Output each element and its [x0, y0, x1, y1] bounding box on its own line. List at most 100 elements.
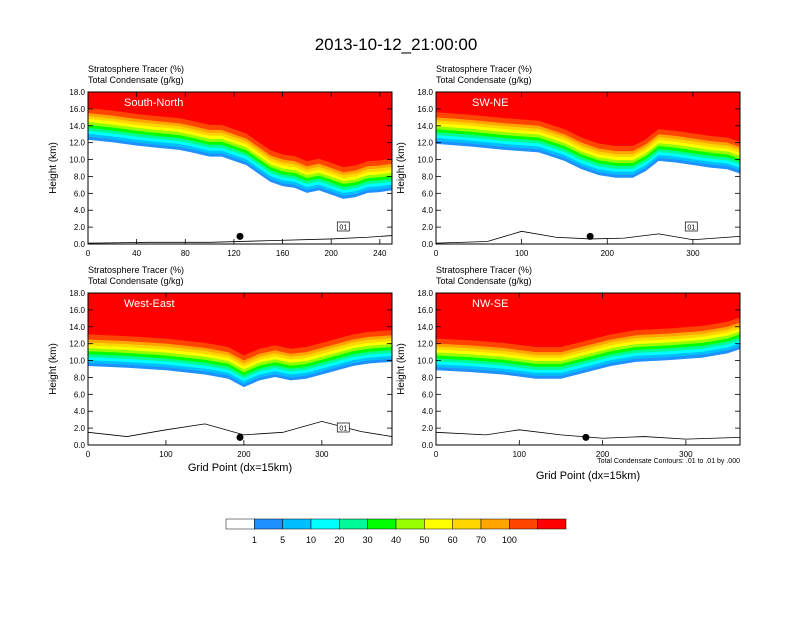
- colorbar-swatch: [225, 518, 255, 530]
- panel-label: SW-NE: [472, 97, 508, 109]
- legend-line: Total Condensate (g/kg): [88, 276, 184, 286]
- colorbar-label: 50: [419, 535, 429, 545]
- y-tick-label: 6.0: [422, 390, 434, 399]
- plot-frame: [435, 91, 741, 245]
- x-tick-label: 200: [325, 249, 339, 258]
- x-tick-label: 0: [86, 450, 91, 459]
- y-tick-label: 18.0: [69, 88, 85, 97]
- y-tick-label: 4.0: [422, 206, 434, 215]
- y-tick-label: 2.0: [74, 424, 86, 433]
- y-tick-label: 0.0: [422, 240, 434, 249]
- colorbar-label: 30: [363, 535, 373, 545]
- plot-area: [436, 293, 740, 445]
- contour-label-box: [336, 221, 350, 232]
- legend-line: Stratosphere Tracer (%): [436, 265, 532, 275]
- colorbar-swatch: [395, 518, 425, 530]
- x-tick-label: 0: [86, 249, 91, 258]
- panel-label: West-East: [124, 298, 175, 310]
- y-tick-label: 8.0: [74, 373, 86, 382]
- colorbar-swatch: [452, 518, 482, 530]
- colorbar-swatch: [367, 518, 397, 530]
- terrain-line: [436, 429, 740, 440]
- y-tick-label: 14.0: [417, 122, 433, 131]
- x-tick-label: 300: [679, 450, 693, 459]
- colorbar-label: 10: [306, 535, 316, 545]
- y-tick-label: 4.0: [74, 407, 86, 416]
- y-tick-label: 6.0: [422, 189, 434, 198]
- x-tick-label: 100: [515, 249, 529, 258]
- colorbar-label: 60: [448, 535, 458, 545]
- y-tick-label: 2.0: [74, 223, 86, 232]
- y-tick-label: 12.0: [417, 139, 433, 148]
- x-tick-label: 0: [434, 450, 439, 459]
- x-axis-label: Grid Point (dx=15km): [536, 470, 640, 482]
- plot-area: 01: [88, 293, 392, 445]
- y-tick-label: 8.0: [74, 172, 86, 181]
- y-tick-label: 14.0: [417, 323, 433, 332]
- y-tick-label: 18.0: [417, 88, 433, 97]
- y-tick-label: 16.0: [69, 105, 85, 114]
- colorbar-swatch: [480, 518, 510, 530]
- y-tick-label: 12.0: [69, 139, 85, 148]
- x-tick-label: 0: [434, 249, 439, 258]
- contour-label: 01: [339, 225, 347, 232]
- colorbar-label: 20: [334, 535, 344, 545]
- panel-west-east: Stratosphere Tracer (%)Total Condensate …: [48, 265, 393, 474]
- tracer-core: [88, 92, 392, 168]
- legend-line: Total Condensate (g/kg): [88, 75, 184, 85]
- y-tick-label: 10.0: [417, 156, 433, 165]
- legend-line: Total Condensate (g/kg): [436, 276, 532, 286]
- y-tick-label: 0.0: [74, 240, 86, 249]
- y-tick-label: 18.0: [69, 289, 85, 298]
- y-tick-label: 8.0: [422, 172, 434, 181]
- y-axis-label: Height (km): [396, 343, 407, 395]
- y-tick-label: 6.0: [74, 390, 86, 399]
- colorbar-swatch: [310, 518, 340, 530]
- panel-nw-se: Stratosphere Tracer (%)Total Condensate …: [396, 265, 741, 482]
- legend-line: Stratosphere Tracer (%): [88, 64, 184, 74]
- y-tick-label: 2.0: [422, 223, 434, 232]
- colorbar-label: 70: [476, 535, 486, 545]
- y-tick-label: 10.0: [69, 357, 85, 366]
- footnote: Total Condensate Contours: .01 to .01 by…: [597, 458, 740, 465]
- y-tick-label: 16.0: [417, 306, 433, 315]
- legend-line: Stratosphere Tracer (%): [88, 265, 184, 275]
- x-axis-label: Grid Point (dx=15km): [188, 462, 292, 474]
- contour-label-box: [684, 221, 698, 232]
- tracer-core: [436, 293, 740, 348]
- terrain-line: [88, 235, 392, 244]
- colorbar-label: 40: [391, 535, 401, 545]
- location-marker: [582, 433, 590, 441]
- colorbar-swatch: [254, 518, 283, 530]
- x-tick-label: 40: [132, 249, 141, 258]
- legend-line: Stratosphere Tracer (%): [436, 64, 532, 74]
- y-tick-label: 16.0: [417, 105, 433, 114]
- colorbar-label: 100: [502, 535, 517, 545]
- y-tick-label: 2.0: [422, 424, 434, 433]
- colorbar-swatch: [509, 518, 538, 530]
- x-tick-label: 100: [159, 450, 173, 459]
- contour-label: 01: [687, 225, 695, 232]
- y-tick-label: 18.0: [417, 289, 433, 298]
- panel-label: NW-SE: [472, 298, 508, 310]
- colorbar: 1 5 10 20 30 40 50 60 70 100: [225, 518, 567, 545]
- panel-sw-ne: Stratosphere Tracer (%)Total Condensate …: [396, 64, 741, 258]
- x-tick-label: 300: [686, 249, 700, 258]
- panel-south-north: Stratosphere Tracer (%)Total Condensate …: [48, 64, 393, 258]
- x-tick-label: 160: [276, 249, 290, 258]
- y-axis-label: Height (km): [396, 142, 407, 194]
- plot-area: 01: [436, 92, 740, 244]
- figure-title: 2013-10-12_21:00:00: [315, 35, 478, 54]
- x-tick-label: 200: [596, 450, 610, 459]
- x-tick-label: 240: [373, 249, 387, 258]
- plot-area: 01: [88, 92, 392, 244]
- colorbar-swatch: [424, 518, 453, 530]
- x-tick-label: 80: [181, 249, 190, 258]
- y-axis-label: Height (km): [48, 343, 59, 395]
- location-marker: [586, 232, 594, 240]
- colorbar-label: 1: [252, 535, 257, 545]
- colorbar-swatch: [537, 518, 567, 530]
- plot-frame: [435, 292, 741, 446]
- x-tick-label: 120: [227, 249, 241, 258]
